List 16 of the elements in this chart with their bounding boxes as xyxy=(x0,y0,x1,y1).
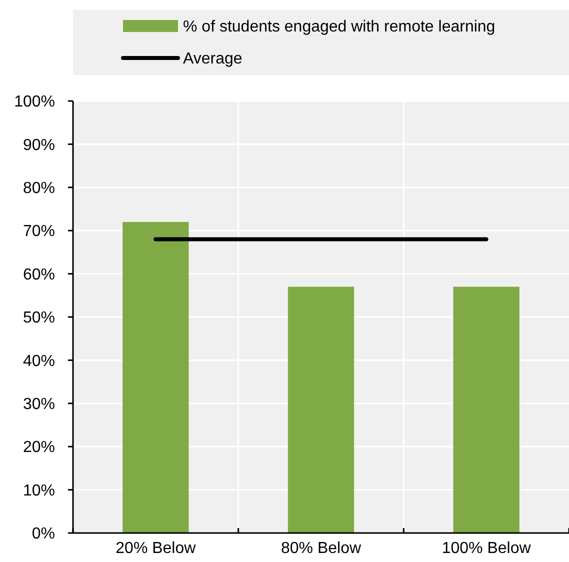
legend-label: Average xyxy=(183,50,242,68)
y-tick-label: 60% xyxy=(22,266,55,284)
y-tick-label: 20% xyxy=(22,439,55,456)
y-tick-label: 0% xyxy=(32,526,55,543)
y-tick-label: 10% xyxy=(22,482,55,500)
y-tick-label: 90% xyxy=(22,136,55,154)
y-tick-label: 40% xyxy=(22,352,55,370)
y-tick-label: 70% xyxy=(22,223,55,240)
x-tick-label: 100% Below xyxy=(442,540,532,557)
legend-label: % of students engaged with remote learning xyxy=(183,18,496,36)
y-tick-label: 30% xyxy=(22,396,55,413)
y-tick-label: 80% xyxy=(22,180,55,197)
x-tick-label: 20% Below xyxy=(116,540,196,557)
x-tick-label: 80% Below xyxy=(280,540,362,557)
y-tick-label: 50% xyxy=(22,310,55,327)
y-tick-label: 100% xyxy=(14,94,55,111)
